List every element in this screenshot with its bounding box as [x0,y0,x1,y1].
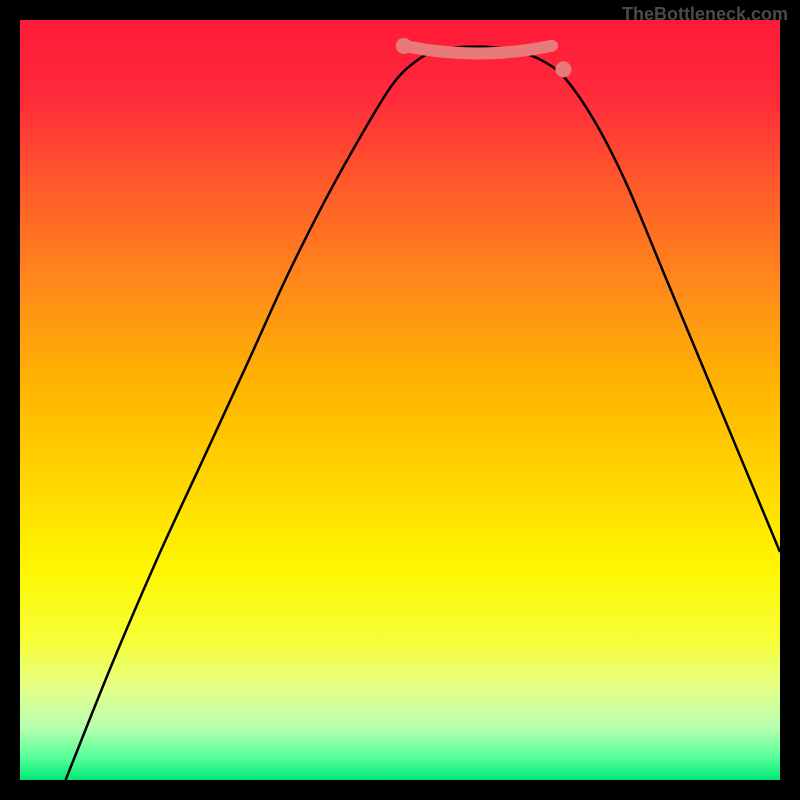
gradient-background [20,20,780,780]
chart-container: TheBottleneck.com [0,0,800,800]
optimal-range-dot-start [396,38,412,54]
branding-watermark: TheBottleneck.com [622,4,788,25]
bottleneck-chart [0,0,800,800]
branding-text: TheBottleneck.com [622,4,788,24]
optimal-range-dot-end [555,61,571,77]
